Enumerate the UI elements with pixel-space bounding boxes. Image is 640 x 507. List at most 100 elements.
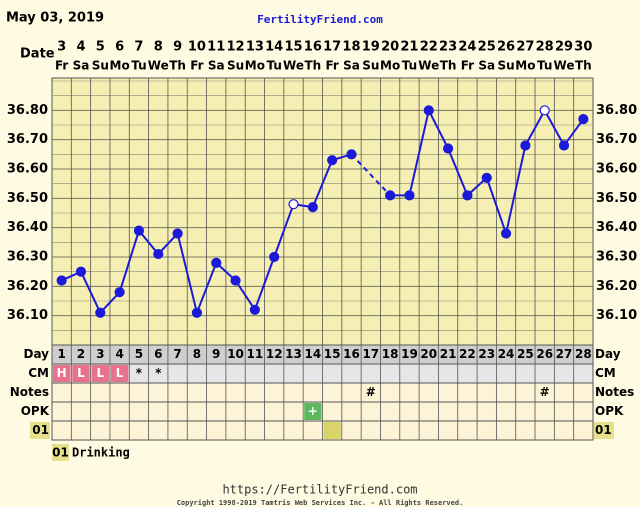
weekday-label: Fr — [461, 59, 474, 73]
date-label: 28 — [536, 40, 554, 55]
date-label: 23 — [439, 40, 457, 55]
date-label: 26 — [497, 40, 515, 55]
marker — [385, 190, 396, 201]
weekday-label: We — [283, 59, 304, 73]
cell-text: L — [96, 366, 104, 380]
date-label: 8 — [154, 40, 163, 55]
y-tick-label: 36.20 — [7, 279, 48, 294]
day-number: 8 — [193, 347, 201, 361]
row-label-background-right — [594, 422, 614, 439]
cell-text: # — [540, 385, 550, 399]
row-label-right: OPK — [595, 404, 624, 418]
weekday-label: Mo — [245, 59, 265, 73]
weekday-label: Fr — [55, 59, 68, 73]
day-number: 3 — [96, 347, 104, 361]
date-label: 20 — [381, 40, 399, 55]
date-label: 30 — [574, 40, 592, 55]
date-label: 17 — [323, 40, 341, 55]
marker — [520, 140, 531, 151]
date-label: 13 — [246, 40, 264, 55]
weekday-label: Su — [362, 59, 379, 73]
open-marker — [539, 105, 550, 116]
weekday-label: Sa — [208, 59, 225, 73]
marker — [346, 149, 357, 160]
date-label: Date — [20, 47, 55, 62]
weekday-label: Th — [304, 59, 321, 73]
weekday-label: Mo — [380, 59, 400, 73]
day-number: 15 — [324, 347, 341, 361]
weekday-label: Mo — [515, 59, 535, 73]
day-number: 22 — [459, 347, 476, 361]
day-number: 13 — [285, 347, 302, 361]
day-number: 16 — [343, 347, 360, 361]
y-tick-label-right: 36.20 — [596, 279, 637, 294]
date-label: 4 — [76, 40, 85, 55]
date-label: 21 — [400, 40, 418, 55]
marker — [211, 257, 222, 268]
marker — [172, 228, 183, 239]
day-number: 17 — [362, 347, 379, 361]
day-number: 18 — [382, 347, 399, 361]
copyright: Copyright 1998-2019 Tamtris Web Services… — [177, 499, 464, 507]
row-label-right: CM — [595, 366, 616, 380]
cell-text: * — [155, 366, 162, 380]
weekday-label: Tu — [537, 59, 552, 73]
marker — [153, 248, 164, 260]
weekday-label: Sa — [73, 59, 90, 73]
cell-text: * — [136, 366, 143, 380]
date-label: 29 — [555, 40, 573, 55]
date-label: 9 — [173, 40, 182, 55]
date-label: 10 — [188, 40, 206, 55]
date-label: 12 — [227, 40, 245, 55]
marker — [230, 275, 241, 286]
day-number: 27 — [556, 347, 573, 361]
day-number: 11 — [247, 347, 264, 361]
day-number: 5 — [135, 347, 143, 361]
date-label: 5 — [96, 40, 105, 55]
weekday-label: Su — [497, 59, 514, 73]
day-number: 19 — [401, 347, 418, 361]
chart-title: May 03, 2019 — [6, 11, 104, 26]
day-number: 10 — [227, 347, 244, 361]
weekday-label: Th — [169, 59, 186, 73]
day-number: 7 — [173, 347, 181, 361]
weekday-label: We — [418, 59, 439, 73]
day-number: 28 — [575, 347, 592, 361]
date-label: 3 — [57, 40, 66, 55]
cell-highlight — [72, 365, 90, 382]
day-number: 24 — [498, 347, 515, 361]
y-tick-label-right: 36.80 — [596, 103, 637, 118]
cell-text: L — [116, 366, 124, 380]
cell-highlight — [304, 403, 322, 420]
weekday-label: Fr — [190, 59, 203, 73]
cell-text: L — [77, 366, 85, 380]
day-number: 21 — [440, 347, 457, 361]
day-number: 1 — [57, 347, 65, 361]
day-number: 20 — [420, 347, 437, 361]
y-tick-label: 36.40 — [7, 220, 48, 235]
y-tick-label-right: 36.60 — [596, 162, 637, 177]
y-tick-label: 36.70 — [7, 132, 48, 147]
day-number: 25 — [517, 347, 534, 361]
weekday-label: Sa — [478, 59, 495, 73]
day-number: 4 — [115, 347, 123, 361]
marker — [95, 307, 106, 318]
day-number: 14 — [304, 347, 321, 361]
date-label: 6 — [115, 40, 124, 55]
marker — [500, 228, 512, 239]
day-number: 9 — [212, 347, 220, 361]
site-name: FertilityFriend.com — [257, 13, 383, 26]
legend-text: Drinking — [72, 446, 130, 460]
date-label: 7 — [134, 40, 143, 55]
marker — [75, 266, 87, 277]
cell-text: # — [366, 385, 376, 399]
weekday-label: Th — [575, 59, 592, 73]
legend-code: 01 — [52, 446, 69, 460]
day-number: 2 — [77, 347, 85, 361]
y-tick-label: 36.60 — [7, 162, 48, 177]
cell-highlight — [53, 365, 71, 382]
marker — [133, 225, 145, 236]
row-label: Notes — [10, 385, 49, 399]
cell-text: + — [308, 404, 318, 418]
